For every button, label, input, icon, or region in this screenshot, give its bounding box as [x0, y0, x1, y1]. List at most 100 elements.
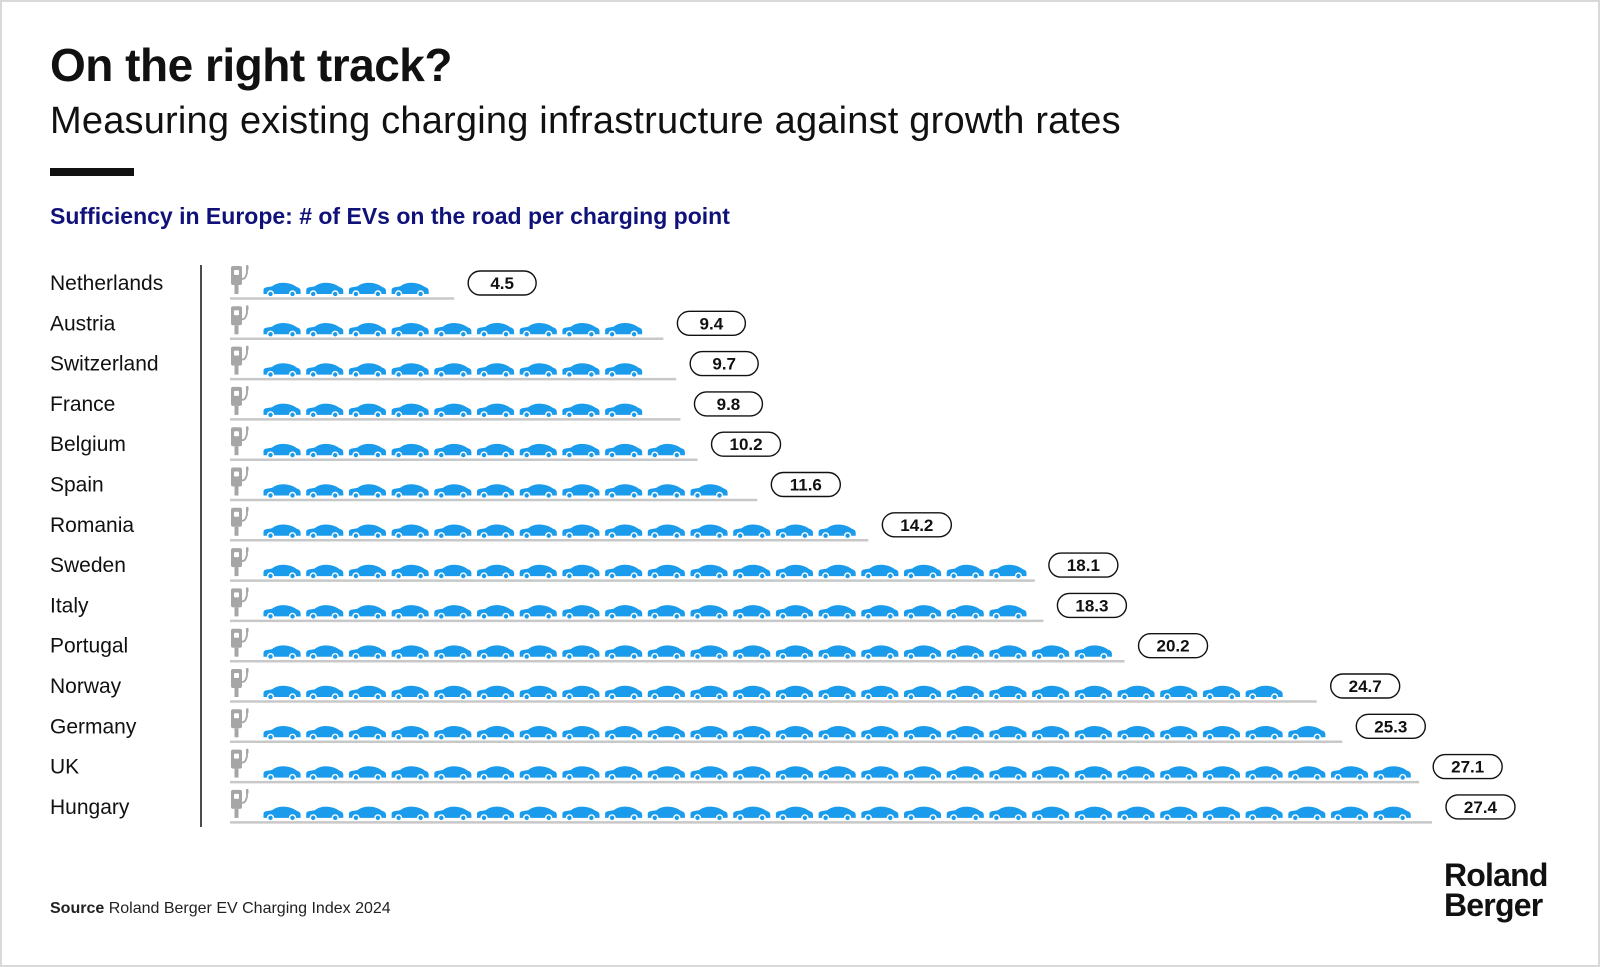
- car-icon: [689, 644, 729, 660]
- car-icon: [732, 604, 772, 620]
- car-icon: [390, 281, 430, 297]
- car-icon: [1159, 725, 1199, 741]
- charging-station-icon: [230, 305, 250, 336]
- car-icon: [476, 564, 515, 580]
- car-icon: [1074, 805, 1113, 821]
- car-icon: [604, 564, 643, 580]
- car-icon: [817, 725, 857, 741]
- car-icon: [860, 604, 900, 620]
- car-icon: [903, 684, 942, 700]
- car-icon: [1031, 684, 1070, 700]
- value-badge: [1056, 592, 1128, 619]
- car-icon: [518, 684, 558, 700]
- car-icon: [518, 644, 558, 660]
- car-icon: [561, 362, 601, 378]
- car-icon: [604, 725, 643, 741]
- car-icon: [561, 322, 601, 338]
- chart-row: Portugal 20.2: [50, 627, 1209, 663]
- car-icon: [305, 684, 345, 700]
- car-icon: [305, 523, 345, 539]
- car-icon: [1031, 725, 1070, 741]
- car-icon: [647, 483, 686, 499]
- car-icon: [476, 523, 515, 539]
- car-icon: [860, 765, 900, 781]
- value-badge: [1329, 673, 1401, 699]
- car-icon: [988, 725, 1028, 741]
- car-icon: [775, 604, 814, 620]
- chart-row: UK 27.1: [50, 748, 1503, 784]
- car-icon: [518, 604, 558, 620]
- page-subtitle: Measuring existing charging infrastructu…: [50, 100, 1121, 142]
- car-icon: [348, 443, 387, 459]
- car-icon: [390, 644, 430, 660]
- car-icon: [903, 564, 942, 580]
- car-icon: [1031, 765, 1070, 781]
- car-icon: [1116, 725, 1156, 741]
- charging-station-icon: [230, 788, 250, 819]
- car-icon: [561, 725, 601, 741]
- car-icon: [1202, 805, 1241, 821]
- car-icon: [262, 604, 302, 620]
- car-icon: [561, 684, 601, 700]
- car-icon: [1330, 765, 1369, 781]
- car-icon: [433, 805, 473, 821]
- car-icon: [1031, 805, 1070, 821]
- car-icon: [1116, 805, 1156, 821]
- car-icon: [561, 644, 601, 660]
- chart-row: Netherlands 4.5: [50, 265, 537, 300]
- car-icon: [561, 604, 601, 620]
- chart-row: Norway 24.7: [50, 668, 1401, 703]
- car-icon: [262, 725, 302, 741]
- car-icon: [1159, 805, 1199, 821]
- car-icon: [945, 644, 985, 660]
- car-icon: [647, 443, 686, 459]
- value-label: 4.5: [490, 274, 514, 293]
- car-icon: [903, 725, 942, 741]
- chart-row: Hungary 27.4: [50, 788, 1516, 824]
- car-icon: [348, 483, 387, 499]
- car-icon: [476, 604, 515, 620]
- car-icon: [348, 604, 387, 620]
- car-icon: [647, 604, 686, 620]
- car-icon: [1159, 765, 1199, 781]
- value-badge: [770, 471, 842, 498]
- car-icon: [1330, 805, 1369, 821]
- car-icon: [860, 805, 900, 821]
- value-badge: [676, 310, 747, 336]
- car-icon: [647, 564, 686, 580]
- car-icon: [732, 523, 772, 539]
- car-icon: [262, 765, 302, 781]
- source-note: Source Roland Berger EV Charging Index 2…: [50, 900, 391, 918]
- title-underline-divider: [50, 168, 134, 176]
- value-badge: [1355, 713, 1427, 739]
- car-icon: [604, 523, 643, 539]
- car-icon: [348, 725, 387, 741]
- car-icon: [518, 765, 558, 781]
- value-badge: [1048, 552, 1119, 578]
- car-icon: [988, 684, 1028, 700]
- chart-heading: Sufficiency in Europe: # of EVs on the r…: [50, 203, 730, 229]
- car-icon: [390, 564, 430, 580]
- charging-station-icon: [230, 426, 250, 457]
- car-icon: [1244, 805, 1284, 821]
- car-icon: [262, 281, 302, 297]
- value-badge: [881, 512, 953, 538]
- value-label: 27.1: [1451, 758, 1484, 777]
- car-icon: [988, 604, 1028, 620]
- value-label: 9.8: [717, 395, 741, 414]
- car-icon: [945, 564, 985, 580]
- category-label: Belgium: [50, 433, 126, 456]
- car-icon: [433, 443, 473, 459]
- charging-station-icon: [230, 345, 250, 376]
- car-icon: [647, 523, 686, 539]
- car-icon: [647, 684, 686, 700]
- car-icon: [1287, 765, 1327, 781]
- car-icon: [262, 362, 302, 378]
- value-label: 24.7: [1349, 677, 1382, 696]
- car-icon: [433, 725, 473, 741]
- charging-station-icon: [230, 506, 250, 537]
- car-icon: [689, 564, 729, 580]
- car-icon: [604, 322, 643, 338]
- car-icon: [390, 402, 430, 418]
